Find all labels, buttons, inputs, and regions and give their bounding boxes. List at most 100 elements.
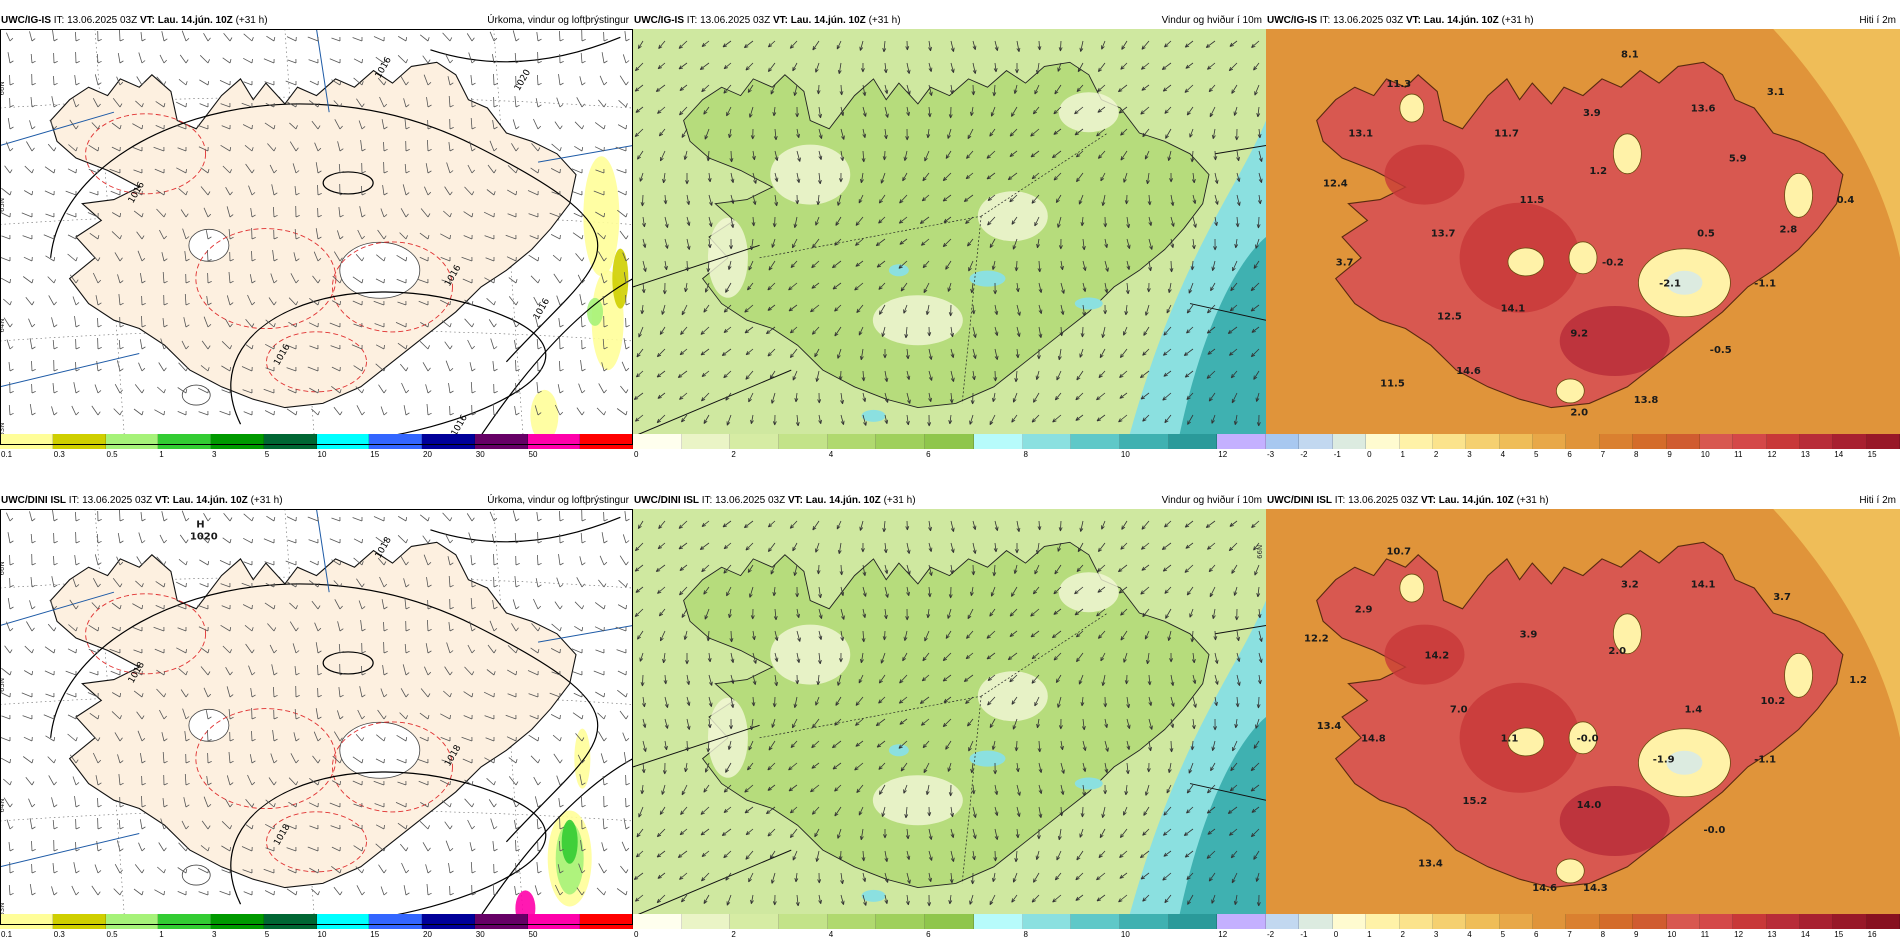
iceland-landmass (49, 61, 577, 409)
wind-arrow (1080, 696, 1085, 707)
wind-arrow (559, 337, 564, 350)
wind-arrow (706, 150, 711, 162)
wind-arrow (69, 754, 79, 764)
wind-arrow (1163, 806, 1172, 816)
wind-map: 66N (633, 509, 1266, 925)
wind-arrow (177, 387, 188, 394)
wind-arrow (264, 890, 275, 896)
wind-arrow (427, 619, 432, 632)
wind-arrow (1126, 718, 1131, 729)
wind-arrow (441, 758, 451, 764)
wind-arrow (247, 294, 256, 306)
wind-arrow (836, 520, 842, 530)
wind-arrow (1235, 696, 1240, 708)
wind-arrow (332, 300, 341, 306)
panel-dini-temp: UWC/DINI ISL IT: 13.06.2025 03Z VT: Lau.… (1266, 492, 1900, 949)
wind-arrow (1036, 718, 1040, 729)
wind-arrow (265, 823, 275, 830)
wind-arrow (23, 736, 33, 742)
wind-arrow (882, 520, 887, 533)
wind-arrow (273, 709, 278, 720)
wind-arrow (574, 601, 585, 610)
temperature-label: -0.0 (1577, 733, 1599, 744)
wind-arrow (922, 740, 930, 749)
wind-arrow (356, 98, 365, 108)
wind-arrow (1104, 260, 1109, 272)
glacier-langjokull (188, 228, 230, 262)
wind-arrow (307, 846, 319, 852)
wind-arrow (97, 30, 102, 42)
temperature-label: 0.5 (1697, 229, 1715, 240)
wind-arrow (1148, 718, 1153, 730)
wind-arrow (662, 762, 667, 775)
temperature-label: 11.7 (1494, 129, 1519, 140)
wind-arrow (535, 98, 542, 108)
wind-arrow (838, 370, 843, 381)
colorbar-swatch (1399, 914, 1433, 929)
wind-arrow (1164, 894, 1172, 904)
wind-arrow (333, 731, 343, 742)
wind-arrow (381, 119, 388, 130)
wind-arrow (834, 326, 842, 337)
wind-arrow (1236, 674, 1241, 686)
wind-arrow (489, 620, 498, 632)
wind-arrow (1164, 106, 1172, 114)
wind-arrow (637, 150, 644, 160)
wind-arrow (744, 304, 754, 313)
wind-arrow (360, 620, 366, 632)
wind-arrow (229, 251, 234, 262)
wind-arrow (486, 669, 496, 676)
wind-arrow (1016, 520, 1021, 533)
wind-arrow (396, 758, 407, 764)
wind-arrow (924, 630, 930, 642)
colorbar-swatch (1866, 914, 1900, 929)
wind-arrow (380, 208, 388, 218)
wind-arrow (1051, 630, 1062, 639)
wind-arrow (75, 338, 80, 350)
sector-line (633, 369, 792, 438)
wind-arrow (972, 326, 977, 338)
wind-arrow (1037, 260, 1042, 273)
wind-arrow (747, 564, 754, 573)
wind-arrow (396, 254, 408, 262)
wind-arrow (617, 689, 628, 698)
cold-area (1612, 133, 1642, 175)
wind-arrow (24, 190, 33, 196)
wind-arrow (6, 141, 14, 152)
wind-arrow (329, 58, 341, 64)
wind-arrow (723, 564, 732, 574)
wind-arrow (178, 362, 189, 372)
wind-arrow (484, 234, 495, 240)
wind-arrow (945, 740, 952, 750)
wind-arrow (426, 883, 432, 896)
wind-arrow (515, 839, 520, 852)
colorbar-label: 10 (1120, 930, 1130, 939)
wind-arrow (840, 872, 844, 885)
wind-arrow (492, 54, 498, 64)
wind-arrow (811, 260, 820, 269)
wind-arrow (471, 577, 476, 588)
wind-arrow (1170, 194, 1175, 207)
wind-arrow (811, 806, 820, 815)
wind-arrow (333, 406, 343, 416)
wind-arrow (378, 384, 387, 394)
wind-arrow (493, 96, 498, 108)
wind-arrow (515, 75, 520, 86)
wind-arrow (581, 819, 586, 830)
wind-arrow (462, 278, 473, 284)
iceland-landmass (1316, 61, 1844, 409)
wind-arrow (859, 348, 864, 361)
wind-arrow (506, 256, 517, 262)
wind-arrow (1186, 806, 1194, 814)
wind-arrow (157, 866, 166, 874)
wind-arrow (686, 718, 691, 730)
blue-line (0, 111, 115, 146)
wind-colorbar-labels: 0246810121416 (633, 930, 1422, 940)
colorbar-label: 12 (1218, 930, 1228, 939)
colorbar-label: -2 (1300, 450, 1308, 459)
wind-arrow (177, 867, 188, 874)
wind-arrow-field (633, 40, 1263, 427)
wind-arrow (571, 168, 583, 174)
wind-arrow (163, 774, 168, 786)
wind-arrow (1, 714, 11, 720)
